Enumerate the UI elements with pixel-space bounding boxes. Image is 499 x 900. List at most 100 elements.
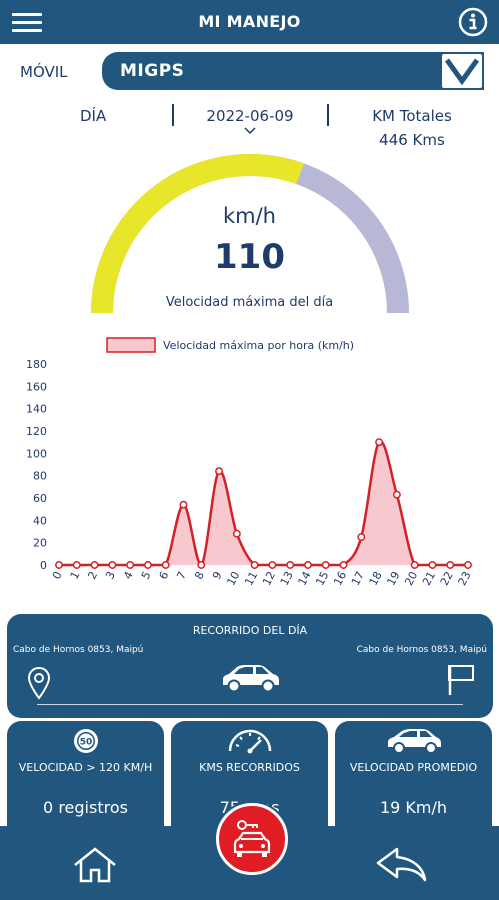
y-tick-label: 60: [33, 492, 47, 505]
data-point: [321, 561, 330, 569]
data-point: [179, 500, 188, 509]
route-start-address: Cabo de Hornos 0853, Maipú: [13, 645, 144, 655]
x-tick-label: 17: [349, 569, 367, 587]
x-tick-label: 22: [438, 569, 456, 587]
car-icon: [223, 665, 279, 693]
car-icon: [387, 729, 441, 754]
data-point: [357, 533, 366, 542]
km-total-value: 446 Kms: [379, 131, 445, 149]
y-tick-label: 160: [26, 380, 47, 393]
x-tick-label: 18: [367, 569, 385, 587]
data-point: [286, 561, 295, 569]
km-total-label: KM Totales: [372, 107, 452, 125]
location-pin-icon: [27, 666, 51, 700]
data-point: [410, 561, 419, 569]
hamburger-menu-icon[interactable]: [12, 8, 44, 36]
speed-gauge: [91, 153, 409, 314]
x-tick-label: 5: [139, 569, 154, 581]
data-point: [339, 561, 348, 569]
route-end-address: Cabo de Hornos 0853, Maipú: [356, 645, 487, 655]
divider: [327, 104, 329, 126]
max-speed-value: 110: [214, 237, 285, 277]
y-tick-label: 40: [33, 514, 47, 527]
speedometer-icon: [228, 729, 271, 754]
x-tick-label: 1: [68, 569, 83, 581]
gauge-unit: km/h: [222, 204, 276, 228]
stat-card-avg-speed[interactable]: VELOCIDAD PROMEDIO 19 Km/h: [335, 721, 492, 831]
x-tick-label: 6: [157, 569, 172, 581]
home-icon[interactable]: [72, 846, 118, 884]
day-label: DÍA: [80, 107, 107, 125]
x-tick-label: 15: [313, 569, 331, 587]
data-point: [268, 561, 277, 569]
route-card[interactable]: RECORRIDO DEL DÍA Cabo de Hornos 0853, M…: [7, 614, 493, 718]
stat-label: VELOCIDAD > 120 KM/H: [18, 761, 153, 774]
data-point: [375, 438, 384, 447]
x-tick-label: 11: [242, 569, 260, 587]
svg-text:50: 50: [79, 738, 92, 748]
x-tick-label: 2: [85, 569, 100, 581]
y-tick-label: 0: [40, 559, 47, 572]
stat-value: 19 Km/h: [379, 798, 448, 817]
route-line: [37, 704, 463, 705]
data-point: [232, 529, 241, 538]
route-title: RECORRIDO DEL DÍA: [192, 624, 308, 637]
x-tick-label: 9: [210, 569, 225, 581]
data-point: [161, 561, 170, 569]
x-tick-label: 3: [103, 569, 118, 581]
data-point: [464, 561, 472, 569]
y-tick-label: 140: [26, 403, 47, 416]
x-tick-label: 10: [224, 569, 242, 587]
gauge-fill: [91, 153, 304, 314]
car-key-button[interactable]: [216, 803, 288, 875]
data-point: [108, 561, 117, 569]
legend-label: Velocidad máxima por hora (km/h): [163, 339, 354, 352]
x-tick-label: 4: [121, 569, 136, 581]
vehicle-select[interactable]: MIGPS: [102, 52, 484, 90]
gauge-caption: Velocidad máxima del día: [165, 295, 334, 310]
chevron-down-icon[interactable]: [244, 127, 256, 135]
x-tick-label: 8: [192, 569, 207, 581]
vehicle-select-value: MIGPS: [120, 61, 185, 81]
chevron-down-icon[interactable]: [442, 54, 482, 88]
data-point: [143, 561, 152, 569]
x-tick-label: 23: [456, 569, 474, 587]
app-title: MI MANEJO: [198, 12, 301, 31]
divider: [172, 104, 174, 126]
stat-card-over-speed[interactable]: 50 VELOCIDAD > 120 KM/H 0 registros: [7, 721, 164, 831]
x-tick-label: 13: [278, 569, 296, 587]
x-tick-label: 14: [296, 569, 314, 587]
x-tick-label: 12: [260, 569, 278, 587]
stat-label: VELOCIDAD PROMEDIO: [349, 761, 478, 774]
data-point: [55, 561, 63, 569]
vehicle-label: MÓVIL: [20, 63, 68, 81]
data-point: [90, 561, 99, 569]
y-tick-label: 80: [33, 470, 47, 483]
hourly-speed-chart: Velocidad máxima por hora (km/h)02040608…: [26, 337, 474, 588]
x-tick-label: 7: [174, 569, 189, 581]
x-tick-label: 19: [384, 569, 402, 587]
stat-label: KMS RECORRIDOS: [199, 761, 300, 774]
x-tick-label: 20: [402, 569, 420, 587]
y-tick-label: 20: [33, 537, 47, 550]
back-arrow-icon[interactable]: [375, 846, 427, 884]
x-tick-label: 16: [331, 569, 349, 587]
date-picker[interactable]: 2022-06-09: [206, 107, 294, 125]
car-key-icon: [233, 820, 271, 857]
top-app-bar: MI MANEJO: [0, 0, 499, 44]
x-tick-label: 21: [420, 569, 438, 587]
speed-limit-50-icon: 50: [73, 729, 98, 753]
y-tick-label: 100: [26, 447, 47, 460]
stat-value: 0 registros: [43, 798, 128, 817]
data-point: [392, 490, 401, 499]
data-point: [446, 561, 455, 569]
x-tick-label: 0: [50, 569, 65, 581]
data-point: [304, 561, 312, 569]
y-tick-label: 120: [26, 425, 47, 438]
data-point: [215, 467, 223, 476]
data-point: [197, 561, 206, 569]
data-point: [126, 561, 135, 569]
info-icon[interactable]: [457, 6, 489, 38]
series-area: [59, 441, 468, 565]
data-point: [72, 561, 81, 569]
